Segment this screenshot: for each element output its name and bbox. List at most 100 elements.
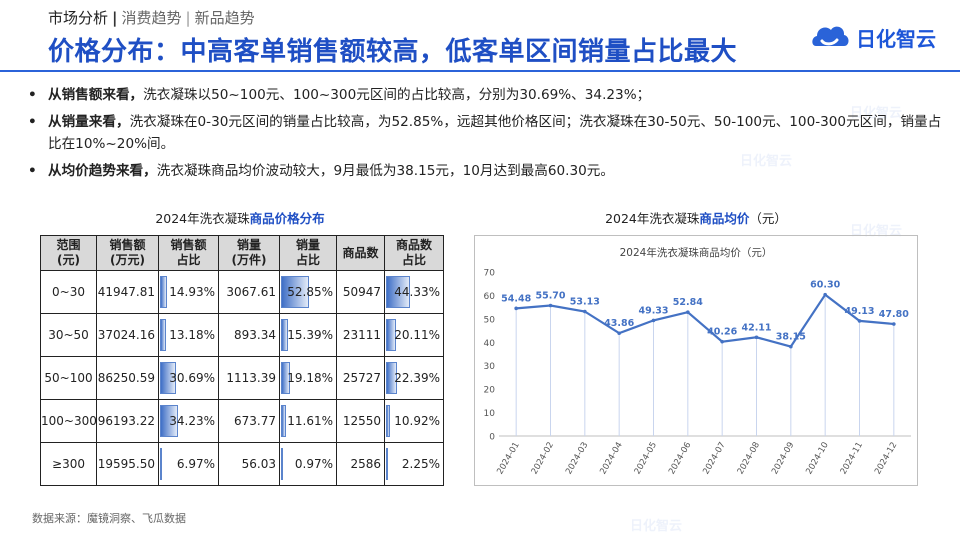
- cell-value: 41947.81: [97, 285, 155, 299]
- data-label: 52.84: [673, 297, 703, 308]
- bullet-dot-icon: •: [28, 163, 37, 179]
- table-cell-sales: 86250.59: [96, 356, 159, 400]
- data-label: 47.80: [879, 309, 909, 320]
- x-tick-label: 2024-02: [530, 441, 556, 477]
- table-header-row: 范围 (元) 销售额 (万元) 销售额 占比 销量 (万件) 销量 占比 商品数 商品数 占比: [40, 235, 444, 271]
- chart-caption: 2024年洗衣凝珠商品均价（元）: [474, 208, 918, 227]
- table-cell-volume: 1113.39: [218, 356, 280, 400]
- column-header-line1: 销售额: [109, 238, 146, 252]
- table-cell-sales: 37024.16: [96, 313, 159, 357]
- column-header: 商品数: [336, 235, 385, 271]
- cell-value: ≥300: [52, 457, 85, 471]
- data-point: [651, 318, 656, 323]
- data-bar: [386, 362, 397, 394]
- cell-value: 30.69%: [169, 371, 215, 385]
- data-label: 49.33: [638, 305, 668, 316]
- column-header-line1: 销量: [295, 238, 320, 252]
- data-point: [857, 319, 862, 323]
- table-cell-sales: 41947.81: [96, 270, 159, 314]
- cell-value: 44.33%: [394, 285, 440, 299]
- table-cell-count: 12550: [336, 399, 385, 443]
- table-caption-highlight: 商品价格分布: [249, 211, 325, 226]
- table-cell-count: 25727: [336, 356, 385, 400]
- bullet-dot-icon: •: [28, 87, 37, 103]
- avg-price-line-chart: 2024年洗衣凝珠商品均价（元） 0 10 20 30 40 50 60 70 54.48 55.7…: [484, 246, 911, 477]
- table-row: 100~300 96193.22 34.23% 673.77 11.61% 12550 10…: [40, 399, 444, 443]
- cell-value: 19.18%: [287, 371, 333, 385]
- data-point: [789, 344, 793, 349]
- data-point: [754, 335, 759, 340]
- y-tick-label: 50: [484, 315, 496, 325]
- x-tick-label: 2024-08: [736, 441, 762, 477]
- header-divider: [0, 70, 960, 72]
- x-tick-label: 2024-09: [770, 441, 796, 477]
- bullet-item: • 从销售额来看，洗衣凝珠以50~100元、100~300元区间的占比较高，分别为…: [28, 84, 943, 106]
- cell-value: 11.61%: [287, 414, 333, 428]
- data-point: [823, 292, 827, 297]
- table-cell-volume: 893.34: [218, 313, 280, 357]
- data-label: 40.26: [707, 327, 737, 338]
- y-tick-label: 20: [484, 386, 496, 396]
- column-header: 销量 (万件): [218, 235, 280, 271]
- chart-caption-prefix: 2024年洗衣凝珠: [605, 211, 700, 226]
- data-point: [548, 303, 553, 308]
- table-cell-volume: 673.77: [218, 399, 280, 443]
- cell-value: 56.03: [241, 457, 276, 471]
- data-point: [892, 322, 896, 326]
- data-bar: [386, 319, 396, 351]
- table-cell-sales: 19595.50: [96, 442, 159, 486]
- y-tick-label: 70: [484, 269, 496, 279]
- data-bar: [386, 276, 410, 308]
- table-row: ≥300 19595.50 6.97% 56.03 0.97% 2586 2.25%: [40, 442, 444, 486]
- data-point: [720, 339, 724, 344]
- y-tick-label: 10: [484, 409, 496, 419]
- cell-value: 673.77: [234, 414, 276, 428]
- table-cell-volume-share: 0.97%: [279, 442, 337, 486]
- page-title: 价格分布：中高客单销售额较高，低客单区间销量占比最大: [48, 37, 738, 67]
- table-cell-sales-share: 34.23%: [158, 399, 219, 443]
- table-cell-count-share: 22.39%: [384, 356, 444, 400]
- data-label: 38.15: [776, 332, 806, 343]
- data-label: 55.70: [535, 291, 565, 302]
- cell-value: 23111: [342, 328, 381, 342]
- cell-value: 1113.39: [226, 371, 276, 385]
- table-cell-volume-share: 19.18%: [279, 356, 337, 400]
- cell-value: 3067.61: [226, 285, 276, 299]
- chart-caption-suffix: （元）: [749, 211, 787, 226]
- y-tick-label: 30: [484, 362, 496, 372]
- x-tick-label: 2024-05: [633, 441, 659, 477]
- column-header-line1: 销量: [236, 238, 261, 252]
- cell-value: 893.34: [234, 328, 276, 342]
- data-bar: [160, 448, 163, 480]
- table-cell-sales-share: 30.69%: [158, 356, 219, 400]
- column-header: 商品数 占比: [384, 235, 444, 271]
- table-row: 50~100 86250.59 30.69% 1113.39 19.18% 25727 22…: [40, 356, 444, 400]
- cell-value: 2.25%: [401, 457, 440, 471]
- table-cell-sales-share: 13.18%: [158, 313, 219, 357]
- price-distribution-table: 范围 (元) 销售额 (万元) 销售额 占比 销量 (万件) 销量 占比 商品数 商品数 占比 0~30…: [40, 235, 444, 486]
- data-point: [617, 331, 621, 336]
- column-header-line2: 占比: [176, 253, 201, 267]
- table-cell-count: 23111: [336, 313, 385, 357]
- table-caption: 2024年洗衣凝珠商品价格分布: [40, 208, 440, 227]
- cell-value: 15.39%: [287, 328, 333, 342]
- chart-title: 2024年洗衣凝珠商品均价（元）: [620, 246, 773, 259]
- column-header: 范围 (元): [40, 235, 97, 271]
- table-cell-range: 0~30: [40, 270, 97, 314]
- table-caption-prefix: 2024年洗衣凝珠: [155, 211, 250, 226]
- x-tick-label: 2024-12: [873, 441, 899, 477]
- table-row: 30~50 37024.16 13.18% 893.34 15.39% 23111 20.1…: [40, 313, 444, 357]
- cell-value: 50947: [342, 285, 381, 299]
- data-bar: [281, 319, 288, 351]
- data-bar: [281, 448, 283, 480]
- cell-value: 6.97%: [176, 457, 215, 471]
- column-header-line1: 商品数: [395, 238, 432, 252]
- data-label: 42.11: [741, 322, 771, 333]
- cell-value: 0~30: [52, 285, 85, 299]
- data-bar: [281, 405, 286, 437]
- bullet-item: • 从销量来看，洗衣凝珠在0-30元区间的销量占比较高，为52.85%，远超其他价…: [28, 111, 943, 155]
- x-tick-label: 2024-03: [564, 441, 590, 477]
- data-bar: [281, 276, 309, 308]
- table-cell-volume-share: 52.85%: [279, 270, 337, 314]
- data-point: [686, 310, 690, 315]
